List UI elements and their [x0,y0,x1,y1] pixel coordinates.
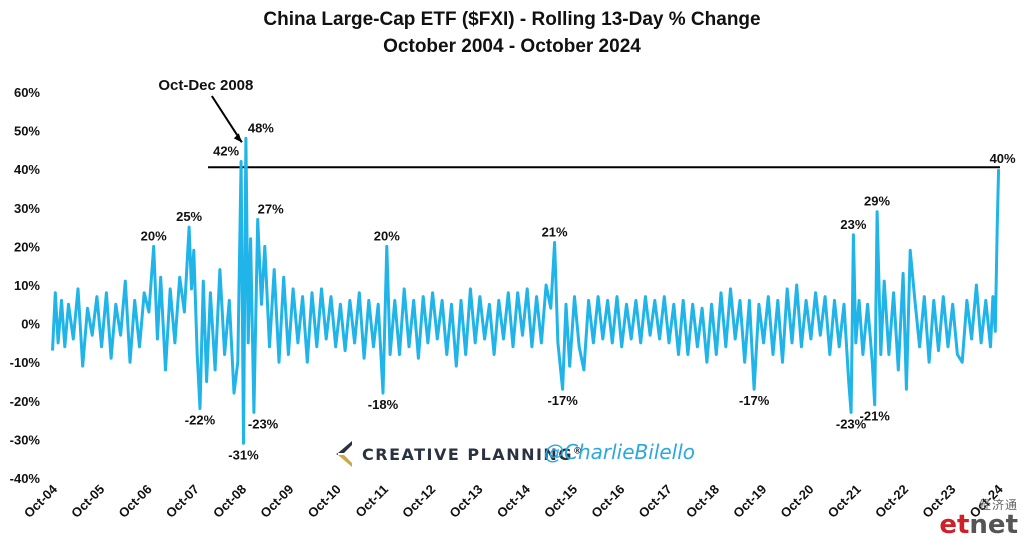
creative-planning-text: CREATIVE PLANNING [362,444,573,464]
x-tick-label: Oct-21 [825,482,864,521]
data-label: 23% [840,217,866,232]
x-tick-label: Oct-20 [777,482,816,521]
data-label: -23% [248,416,279,431]
series-group [51,136,1001,445]
data-label: 48% [248,120,274,135]
x-tick-label: Oct-09 [257,482,296,521]
x-tick-label: Oct-13 [446,482,485,521]
data-label: -18% [368,397,399,412]
creative-planning-brand: CREATIVE PLANNING® [334,438,583,470]
x-tick-label: Oct-05 [68,482,107,521]
x-tick-label: Oct-15 [541,482,580,521]
data-label: 20% [374,228,400,243]
y-tick-label: -10% [10,355,41,370]
y-tick-label: 30% [14,201,40,216]
y-axis: 60% 50% 40% 30% 20% 10% 0% -10% -20% -30% -40% [10,85,41,486]
data-labels: 20% 25% -22% 42% 48% -31% 27% -23% 20% -18% 21% -17… [141,120,1016,462]
y-tick-label: 0% [21,317,40,332]
y-tick-label: 50% [14,124,40,139]
x-tick-label: Oct-12 [399,482,438,521]
y-tick-label: 60% [14,85,40,100]
y-tick-label: 40% [14,162,40,177]
annotation-arrow [211,95,243,143]
watermark-et: et [939,510,970,540]
series-line [51,136,1001,445]
y-tick-label: -30% [10,432,41,447]
x-axis: Oct-04 Oct-05 Oct-06 Oct-07 Oct-08 Oct-09 Oct-… [21,481,1006,521]
watermark-net: net [969,510,1018,540]
annotation-text: Oct-Dec 2008 [158,77,253,94]
data-label: -31% [228,447,259,462]
data-label: -23% [836,416,867,431]
x-tick-label: Oct-04 [21,481,61,521]
annotation-group: Oct-Dec 2008 [158,77,253,143]
x-tick-label: Oct-06 [115,482,154,521]
data-label: -17% [547,393,578,408]
y-tick-label: 20% [14,239,40,254]
chart-subtitle: October 2004 - October 2024 [383,36,641,57]
chart-title: China Large-Cap ETF ($FXI) - Rolling 13-… [263,9,761,30]
data-label: -22% [185,413,216,428]
x-tick-label: Oct-10 [305,482,344,521]
etnet-watermark: 经济通 etnet [939,496,1018,540]
x-tick-label: Oct-22 [872,482,911,521]
data-label: 20% [141,228,167,243]
x-tick-label: Oct-16 [588,482,627,521]
annotation-arrowhead [233,133,242,143]
y-tick-label: -40% [10,471,41,486]
data-label: 29% [864,194,890,209]
x-tick-label: Oct-17 [636,482,675,521]
data-label: -17% [739,393,770,408]
data-label: 21% [542,225,568,240]
x-tick-label: Oct-07 [163,482,202,521]
data-label: 25% [176,209,202,224]
x-tick-label: Oct-11 [352,482,391,521]
watermark-chinese: 经济通 [978,498,1018,512]
data-label: 40% [990,151,1016,166]
author-handle: @CharlieBilello [544,440,696,464]
creative-planning-c-logo-icon [336,441,352,467]
y-tick-label: -20% [10,394,41,409]
x-tick-label: Oct-19 [730,482,769,521]
x-tick-label: Oct-08 [210,482,249,521]
data-label: 27% [258,201,284,216]
trademark-symbol: ® [572,446,584,457]
data-label: 42% [213,143,239,158]
x-tick-label: Oct-14 [494,481,534,521]
y-tick-label: 10% [14,278,40,293]
x-tick-label: Oct-18 [683,482,722,521]
data-label: -21% [860,409,891,424]
